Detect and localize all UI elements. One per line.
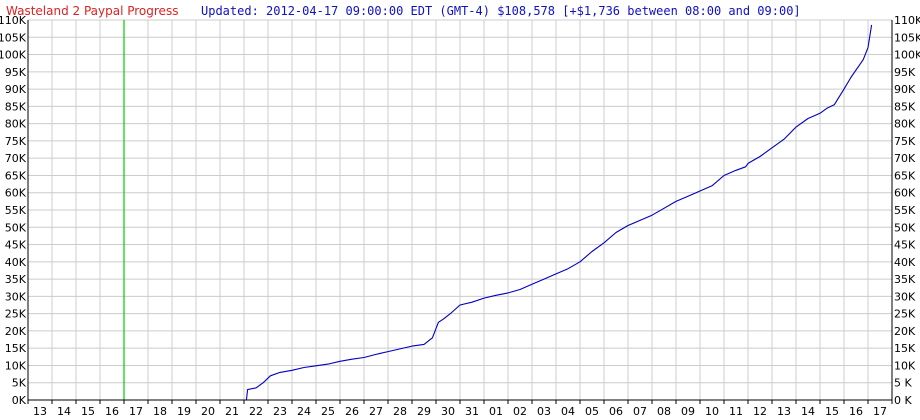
y-tick-label-right: 95K — [894, 66, 916, 79]
x-tick-label: 07 — [633, 405, 647, 418]
y-tick-label-right: 30K — [894, 290, 916, 303]
y-tick-label-left: 50K — [5, 221, 27, 234]
x-tick-label: 13 — [777, 405, 791, 418]
y-tick-label-right: 55K — [894, 204, 916, 217]
y-tick-label-left: 20K — [5, 325, 27, 338]
x-tick-label: 23 — [273, 405, 287, 418]
x-tick-label: 21 — [225, 405, 239, 418]
y-tick-label-right: 15K — [894, 342, 916, 355]
x-tick-label: 16 — [105, 405, 119, 418]
y-tick-label-right: 0 K — [894, 394, 912, 407]
y-tick-label-right: 50K — [894, 221, 916, 234]
y-tick-label-right: 75K — [894, 135, 916, 148]
x-tick-label: 27 — [369, 405, 383, 418]
y-tick-label-left: 65K — [5, 169, 27, 182]
grid — [28, 19, 892, 401]
x-tick-label: 14 — [57, 405, 71, 418]
y-tick-label-left: 25K — [5, 308, 27, 321]
y-tick-label-left: 100K — [0, 49, 27, 62]
y-tick-label-right: 85K — [894, 100, 916, 113]
y-tick-label-left: 15K — [5, 342, 27, 355]
y-tick-label-left: 80K — [5, 118, 27, 131]
x-tick-label: 02 — [513, 405, 527, 418]
x-tick-label: 04 — [561, 405, 575, 418]
y-tick-label-left: 95K — [5, 66, 27, 79]
y-tick-label-right: 20K — [894, 325, 916, 338]
x-tick-label: 19 — [177, 405, 191, 418]
x-tick-label: 14 — [801, 405, 815, 418]
axes — [27, 20, 893, 404]
x-tick-label: 13 — [33, 405, 47, 418]
x-tick-label: 28 — [393, 405, 407, 418]
x-tick-label: 01 — [489, 405, 503, 418]
x-tick-label: 29 — [417, 405, 431, 418]
x-tick-label: 17 — [873, 405, 887, 418]
x-tick-label: 12 — [753, 405, 767, 418]
series-line — [245, 24, 873, 401]
x-tick-label: 15 — [825, 405, 839, 418]
y-tick-label-left: 5K — [12, 377, 27, 390]
x-tick-label: 24 — [297, 405, 311, 418]
y-tick-label-right: 5 K — [894, 377, 912, 390]
y-tick-label-left: 75K — [5, 135, 27, 148]
y-tick-label-left: 60K — [5, 187, 27, 200]
x-tick-label: 10 — [705, 405, 719, 418]
y-tick-label-left: 40K — [5, 256, 27, 269]
x-tick-label: 05 — [585, 405, 599, 418]
x-tick-label: 16 — [849, 405, 863, 418]
y-tick-label-right: 100K — [894, 49, 920, 62]
y-tick-label-right: 40K — [894, 256, 916, 269]
y-tick-label-right: 110K — [894, 14, 920, 27]
y-tick-label-right: 65K — [894, 169, 916, 182]
x-tick-label: 30 — [441, 405, 455, 418]
x-tick-label: 08 — [657, 405, 671, 418]
y-tick-label-left: 105K — [0, 31, 27, 44]
y-tick-label-right: 35K — [894, 273, 916, 286]
series-layer — [245, 24, 873, 401]
x-tick-label: 03 — [537, 405, 551, 418]
y-tick-label-left: 0K — [12, 394, 27, 407]
y-tick-label-left: 30K — [5, 290, 27, 303]
x-tick-label: 31 — [465, 405, 479, 418]
y-tick-label-right: 25K — [894, 308, 916, 321]
chart-update-status: Updated: 2012-04-17 09:00:00 EDT (GMT-4)… — [201, 4, 801, 18]
tick-labels: 0K 0 K 5K 5 K 10K 10K 15K 15K 20K 20K 25K 25K 30K 30K… — [0, 14, 920, 418]
y-tick-label-right: 60K — [894, 187, 916, 200]
y-tick-label-left: 35K — [5, 273, 27, 286]
x-tick-label: 15 — [81, 405, 95, 418]
y-tick-label-left: 90K — [5, 83, 27, 96]
y-tick-label-left: 110K — [0, 14, 27, 27]
x-tick-label: 18 — [153, 405, 167, 418]
y-tick-label-right: 105K — [894, 31, 920, 44]
y-tick-label-left: 85K — [5, 100, 27, 113]
chart-title: Wasteland 2 Paypal Progress — [6, 4, 178, 18]
x-tick-label: 26 — [345, 405, 359, 418]
y-tick-label-left: 45K — [5, 239, 27, 252]
y-tick-label-left: 55K — [5, 204, 27, 217]
x-tick-label: 09 — [681, 405, 695, 418]
x-tick-label: 06 — [609, 405, 623, 418]
y-tick-label-right: 90K — [894, 83, 916, 96]
x-tick-label: 20 — [201, 405, 215, 418]
x-tick-label: 22 — [249, 405, 263, 418]
x-tick-label: 11 — [729, 405, 743, 418]
y-tick-label-left: 70K — [5, 152, 27, 165]
x-tick-label: 25 — [321, 405, 335, 418]
x-tick-label: 17 — [129, 405, 143, 418]
y-tick-label-right: 80K — [894, 118, 916, 131]
y-tick-label-left: 10K — [5, 359, 27, 372]
y-tick-label-right: 45K — [894, 239, 916, 252]
y-tick-label-right: 70K — [894, 152, 916, 165]
y-tick-label-right: 10K — [894, 359, 916, 372]
